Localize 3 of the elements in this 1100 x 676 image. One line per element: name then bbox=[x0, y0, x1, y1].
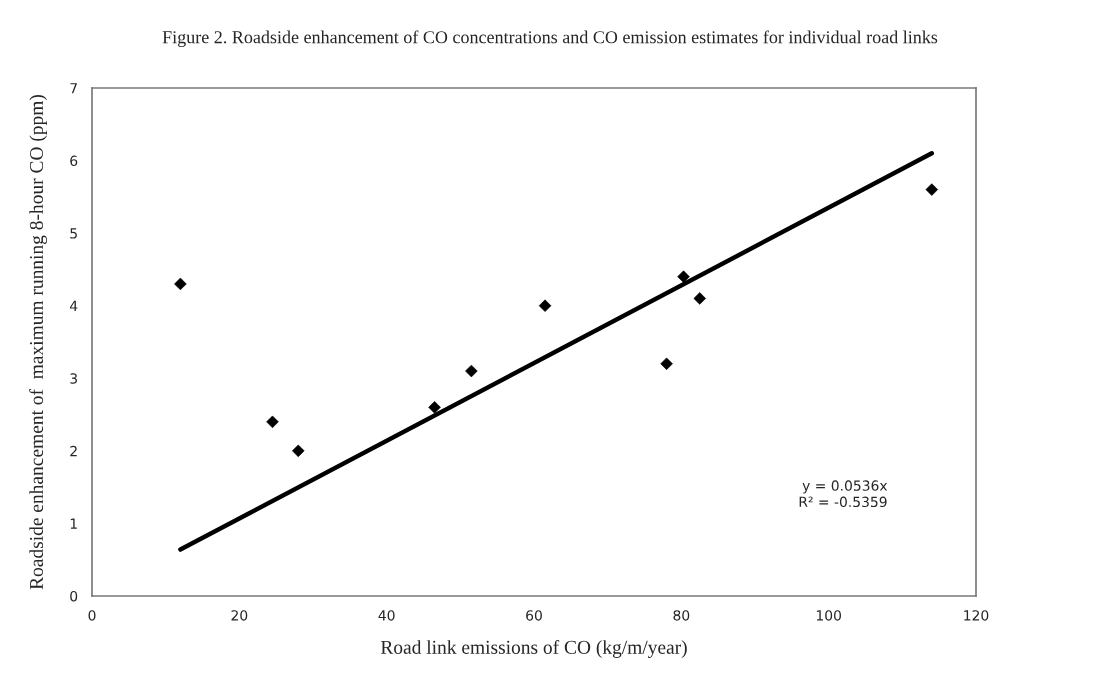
y-axis-title: Roadside enhancement of maximum running 8-hour CO (ppm) bbox=[29, 94, 48, 590]
x-axis-title: Road link emissions of CO (kg/m/year) bbox=[380, 640, 687, 658]
chart-title: Figure 2. Roadside enhancement of CO concentrations and CO emission estimates for individual road links bbox=[162, 30, 938, 48]
